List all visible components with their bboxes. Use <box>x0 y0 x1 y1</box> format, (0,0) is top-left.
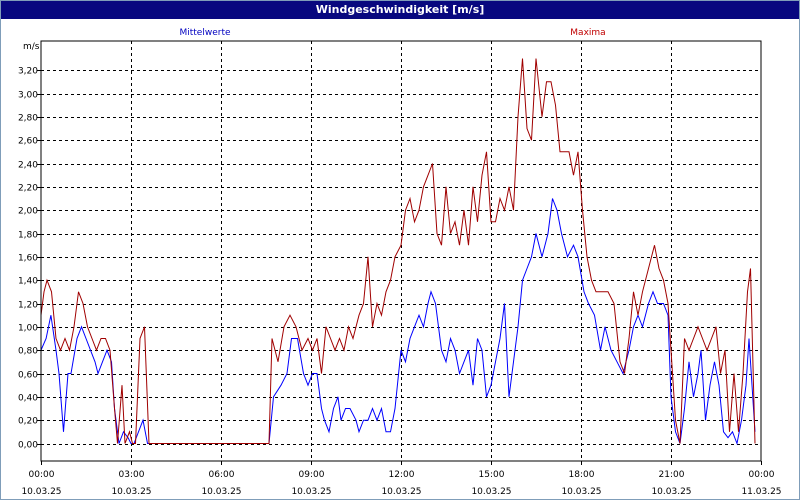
x-tick-time: 18:00 <box>569 470 595 480</box>
y-tick-label: 0,80 <box>18 347 38 357</box>
y-tick-label: 2,40 <box>18 161 38 171</box>
y-tick-label: 2,00 <box>18 207 38 217</box>
x-tick-time: 21:00 <box>659 470 685 480</box>
y-tick-label: 0,60 <box>18 371 38 381</box>
x-tick-date: 10.03.25 <box>561 487 601 497</box>
x-tick-time: 03:00 <box>119 470 145 480</box>
chart-title: Windgeschwindigkeit [m/s] <box>1 1 799 19</box>
plot-border <box>40 40 762 462</box>
x-tick-date: 10.03.25 <box>651 487 691 497</box>
wind-speed-chart: 0,00 0,20 0,40 0,60 0,80 1,00 1,20 1,40 1,60 1,80… <box>18 28 782 497</box>
y-tick-label: 2,60 <box>18 137 38 147</box>
x-axis-ticks: 00:00 10.03.25 03:00 10.03.25 06:00 10.03.25 0… <box>21 461 782 497</box>
x-tick-time: 06:00 <box>209 470 235 480</box>
series-lines <box>40 58 756 446</box>
y-tick-label: 0,40 <box>18 394 38 404</box>
x-tick-date: 10.03.25 <box>111 487 151 497</box>
y-tick-label: 1,00 <box>18 324 38 334</box>
y-tick-label: 2,80 <box>18 114 38 124</box>
y-tick-label: 1,80 <box>18 231 38 241</box>
legend-mittelwerte: Mittelwerte <box>179 28 230 38</box>
y-tick-label: 1,60 <box>18 254 38 264</box>
y-axis-ticks: 0,00 0,20 0,40 0,60 0,80 1,00 1,20 1,40 1,60 1,80… <box>18 67 41 451</box>
x-tick-date: 10.03.25 <box>291 487 331 497</box>
series-line-maxima <box>40 58 756 444</box>
grid-lines <box>41 41 761 461</box>
y-tick-label: 1,40 <box>18 277 38 287</box>
y-tick-label: 3,00 <box>18 91 38 101</box>
x-tick-date: 10.03.25 <box>381 487 421 497</box>
x-tick-date: 10.03.25 <box>21 487 61 497</box>
y-tick-label: 0,00 <box>18 441 38 451</box>
y-axis-unit: m/s <box>23 42 40 52</box>
y-tick-label: 2,20 <box>18 184 38 194</box>
legend-maxima: Maxima <box>570 28 605 38</box>
x-tick-time: 09:00 <box>299 470 325 480</box>
x-tick-date: 10.03.25 <box>471 487 511 497</box>
x-tick-time: 00:00 <box>29 470 55 480</box>
x-tick-time: 00:00 <box>749 470 775 480</box>
y-tick-label: 1,20 <box>18 301 38 311</box>
series-line-mittelwerte <box>40 198 756 446</box>
x-tick-time: 12:00 <box>389 470 415 480</box>
x-tick-date: 10.03.25 <box>201 487 241 497</box>
y-tick-label: 0,20 <box>18 417 38 427</box>
x-tick-time: 15:00 <box>479 470 505 480</box>
y-tick-label: 3,20 <box>18 67 38 77</box>
x-tick-date: 11.03.25 <box>741 487 781 497</box>
